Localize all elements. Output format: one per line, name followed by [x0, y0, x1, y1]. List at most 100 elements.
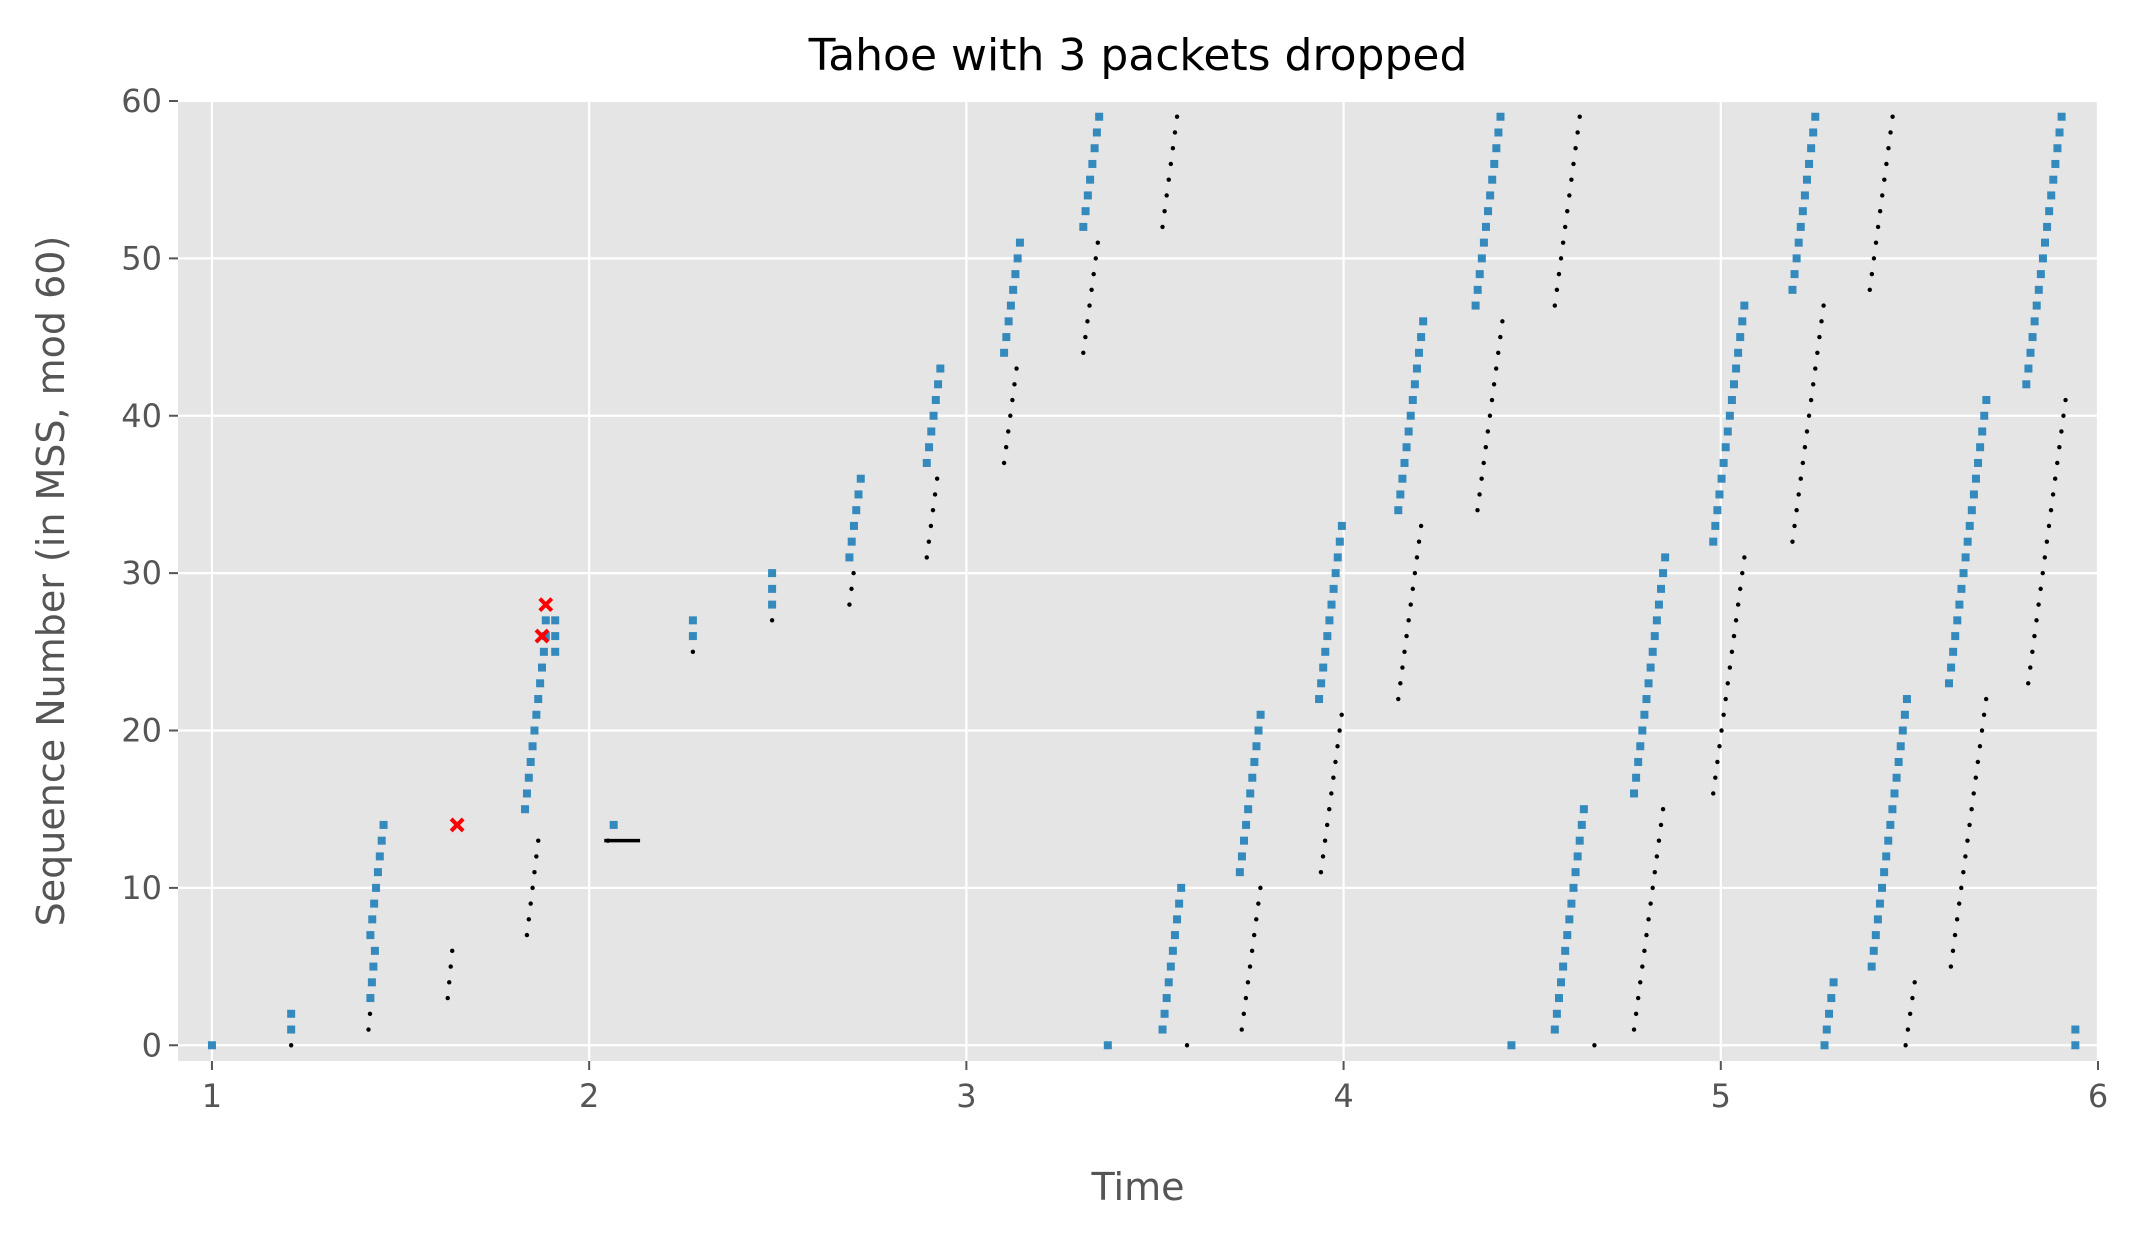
- ack-point: [1241, 1011, 1247, 1016]
- ack-point: [1406, 618, 1411, 623]
- ack-point: [1652, 869, 1657, 875]
- ack-point: [1963, 854, 1968, 859]
- sent-packet-point: [1011, 270, 1020, 279]
- sent-packet-point: [1723, 427, 1732, 436]
- ack-point: [1412, 570, 1418, 576]
- y-tick-label: 30: [121, 554, 162, 592]
- sent-packet-point: [2026, 348, 2035, 357]
- ack-point: [448, 964, 453, 969]
- ack-point: [1001, 460, 1007, 466]
- sent-packet-point: [925, 443, 934, 452]
- ack-point: [2055, 460, 2060, 466]
- sent-packet-point: [2034, 285, 2043, 294]
- sent-packet-point: [1490, 159, 1499, 168]
- ack-point: [2052, 476, 2058, 481]
- ack-point: [1642, 948, 1647, 954]
- sent-packet-point: [1081, 207, 1090, 216]
- x-tick-label: 6: [2088, 1077, 2108, 1115]
- sent-packet-point: [1805, 159, 1814, 168]
- sent-packet-point: [1173, 915, 1182, 924]
- ack-point: [1903, 1043, 1908, 1048]
- sent-packet-point: [1715, 490, 1724, 499]
- ack-point: [1251, 932, 1257, 938]
- ack-point: [1721, 712, 1726, 717]
- ack-point: [1329, 791, 1334, 796]
- y-tick-label: 0: [142, 1026, 162, 1064]
- sent-packet-point: [929, 411, 938, 420]
- sent-packet-point: [1319, 663, 1328, 672]
- sent-packet-point: [1976, 443, 1985, 452]
- sent-packet-point: [852, 506, 861, 515]
- sent-packet-point: [1884, 836, 1893, 845]
- ack-point: [1977, 744, 1983, 749]
- ack-point: [1083, 334, 1088, 340]
- sent-packet-point: [1177, 883, 1186, 892]
- sent-packet-point: [2045, 207, 2054, 216]
- sent-packet-point: [2049, 175, 2058, 184]
- sent-packet-point: [1325, 616, 1334, 625]
- sent-packet-point: [1807, 144, 1816, 153]
- sent-packet-point: [1557, 978, 1566, 987]
- sent-packet-point: [1727, 396, 1736, 405]
- sent-packet-point: [1945, 679, 1954, 688]
- ack-point: [1562, 224, 1568, 230]
- sent-packet-point: [1315, 695, 1324, 704]
- sent-packet-point: [1571, 868, 1580, 877]
- sent-packet-point: [845, 553, 854, 562]
- sent-packet-point: [1559, 962, 1568, 971]
- ack-point: [1983, 696, 1989, 702]
- sent-packet-point: [539, 647, 548, 656]
- ack-point: [1719, 728, 1724, 733]
- sent-packet-point: [1951, 632, 1960, 641]
- sent-packet-point: [1090, 144, 1099, 153]
- sent-packet-point: [1969, 490, 1978, 499]
- sent-packet-point: [1880, 868, 1889, 877]
- ack-point: [1646, 917, 1651, 922]
- sent-packet-point: [1175, 899, 1184, 908]
- ack-point: [1160, 224, 1165, 230]
- ack-point: [1738, 586, 1743, 592]
- ack-point: [1910, 995, 1915, 1001]
- ack-point: [1093, 256, 1098, 261]
- sent-packet-point: [369, 962, 378, 971]
- sent-packet-point: [1802, 175, 1811, 184]
- sent-packet-point: [927, 427, 936, 436]
- ack-point: [1006, 429, 1011, 434]
- ack-point: [1806, 413, 1812, 418]
- ack-point: [1815, 350, 1820, 356]
- ack-point: [1172, 130, 1178, 135]
- ack-point: [1644, 932, 1649, 938]
- ack-point: [2044, 539, 2050, 544]
- sent-packet-point: [1965, 521, 1974, 530]
- ack-point: [524, 932, 530, 938]
- ack-point: [1981, 712, 1987, 717]
- sent-packet-point: [1492, 144, 1501, 153]
- sent-packet-point: [1239, 836, 1248, 845]
- ack-point: [1560, 240, 1566, 245]
- sent-packet-point: [1160, 1009, 1169, 1018]
- sent-packet-point: [1246, 789, 1255, 798]
- sent-packet-point: [1477, 254, 1486, 263]
- ack-point: [1569, 177, 1574, 182]
- ack-point: [1907, 1011, 1913, 1016]
- sent-packet-point: [1740, 301, 1749, 310]
- sent-packet-point: [366, 994, 375, 1003]
- sent-packet-point: [2071, 1041, 2080, 1050]
- sent-packet-point: [1898, 726, 1907, 735]
- sent-packet-point: [2036, 270, 2045, 279]
- sent-packet-point: [532, 710, 541, 719]
- ack-point: [1631, 1027, 1637, 1032]
- ack-point: [1725, 681, 1730, 686]
- ack-point: [1811, 382, 1816, 387]
- ack-point: [1711, 791, 1716, 796]
- ack-point: [447, 980, 452, 985]
- ack-point: [1493, 366, 1499, 371]
- sent-packet-point: [856, 474, 865, 483]
- ack-point: [1804, 429, 1810, 434]
- sent-packet-point: [551, 632, 560, 641]
- ack-point: [1498, 334, 1503, 340]
- sent-packet-point: [1394, 506, 1403, 515]
- sent-packet-point: [1484, 207, 1493, 216]
- sent-packet-point: [1244, 805, 1253, 814]
- ack-point: [1729, 649, 1735, 655]
